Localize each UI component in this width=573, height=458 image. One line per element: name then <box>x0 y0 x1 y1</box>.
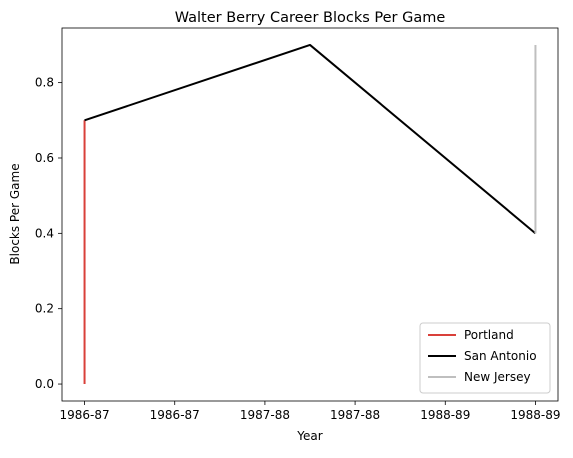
y-tick-label: 0.2 <box>35 302 54 316</box>
y-axis-title: Blocks Per Game <box>8 163 22 264</box>
chart-title: Walter Berry Career Blocks Per Game <box>175 10 446 26</box>
y-tick-label: 0.8 <box>35 76 54 90</box>
x-axis-title: Year <box>296 429 322 443</box>
legend-label: New Jersey <box>464 370 531 384</box>
legend-label: Portland <box>464 328 514 342</box>
x-tick-label: 1986-87 <box>150 408 200 422</box>
x-tick-label: 1987-88 <box>240 408 290 422</box>
y-tick-label: 0.0 <box>35 377 54 391</box>
x-tick-label: 1986-87 <box>59 408 109 422</box>
series-line-san-antonio <box>84 43 537 235</box>
x-axis: 1986-87 1986-87 1987-88 1987-88 1988-89 1988-… <box>59 401 561 422</box>
y-tick-label: 0.4 <box>35 226 54 240</box>
legend-label: San Antonio <box>464 349 537 363</box>
plot-frame <box>61 27 559 402</box>
x-tick-label: 1988-89 <box>510 408 560 422</box>
legend-box <box>419 322 551 394</box>
y-tick-label: 0.6 <box>35 151 54 165</box>
x-tick-label: 1988-89 <box>420 408 470 422</box>
legend: Portland San Antonio New Jersey <box>419 322 551 394</box>
y-axis: 0.0 0.2 0.4 0.6 0.8 <box>35 76 62 391</box>
x-tick-label: 1987-88 <box>330 408 380 422</box>
series-layer <box>83 43 537 385</box>
